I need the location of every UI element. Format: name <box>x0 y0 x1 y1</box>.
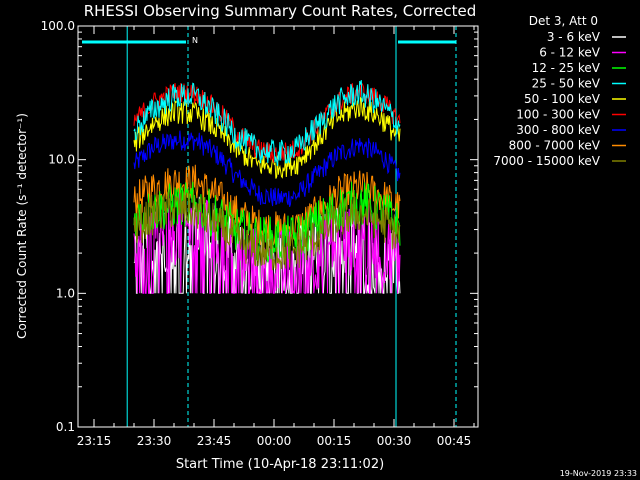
legend-label-3: 12 - 25 keV <box>532 61 601 75</box>
timestamp: 19-Nov-2019 23:33 <box>560 469 637 478</box>
legend-label-2: 6 - 12 keV <box>539 46 601 60</box>
series-line-5 <box>133 96 401 179</box>
x-tick-label-2: 23:30 <box>137 434 172 448</box>
x-tick-label-1: 23:15 <box>77 434 112 448</box>
chart-title: RHESSI Observing Summary Count Rates, Co… <box>84 2 477 20</box>
legend-label-9: 7000 - 15000 keV <box>493 154 600 168</box>
x-tick-label-6: 00:30 <box>377 434 412 448</box>
y-tick-label-1: 0.1 <box>56 420 75 434</box>
x-tick-label-7: 00:45 <box>437 434 472 448</box>
y-axis-label: Corrected Count Rate (s⁻¹ detector⁻¹) <box>15 113 29 339</box>
plot-frame <box>77 25 479 428</box>
legend-label-6: 100 - 300 keV <box>516 108 600 122</box>
legend-header: Det 3, Att 0 <box>529 14 598 28</box>
series-line-4 <box>133 80 401 167</box>
x-axis-label: Start Time (10-Apr-18 23:11:02) <box>176 457 384 472</box>
legend-label-8: 800 - 7000 keV <box>509 139 601 153</box>
x-tick-label-5: 00:15 <box>317 434 352 448</box>
x-tick-label-4: 00:00 <box>257 434 292 448</box>
y-tick-label-2: 1.0 <box>56 286 75 300</box>
night-marker: N <box>192 36 198 45</box>
x-axis: 23:15 23:30 23:45 00:00 00:15 00:30 00:45 <box>77 26 475 448</box>
y-axis: 0.1 1.0 10.0 100.0 <box>41 19 478 434</box>
y-tick-label-3: 10.0 <box>48 153 75 167</box>
x-tick-label-3: 23:45 <box>197 434 232 448</box>
legend-label-4: 25 - 50 keV <box>532 77 601 91</box>
legend-label-5: 50 - 100 keV <box>524 92 601 106</box>
plot-area: N <box>82 26 457 427</box>
legend-label-1: 3 - 6 keV <box>547 30 601 44</box>
series-line-7 <box>133 130 401 207</box>
y-tick-label-4: 100.0 <box>41 19 75 33</box>
legend-label-7: 300 - 800 keV <box>516 123 600 137</box>
series-line-9 <box>133 189 401 271</box>
